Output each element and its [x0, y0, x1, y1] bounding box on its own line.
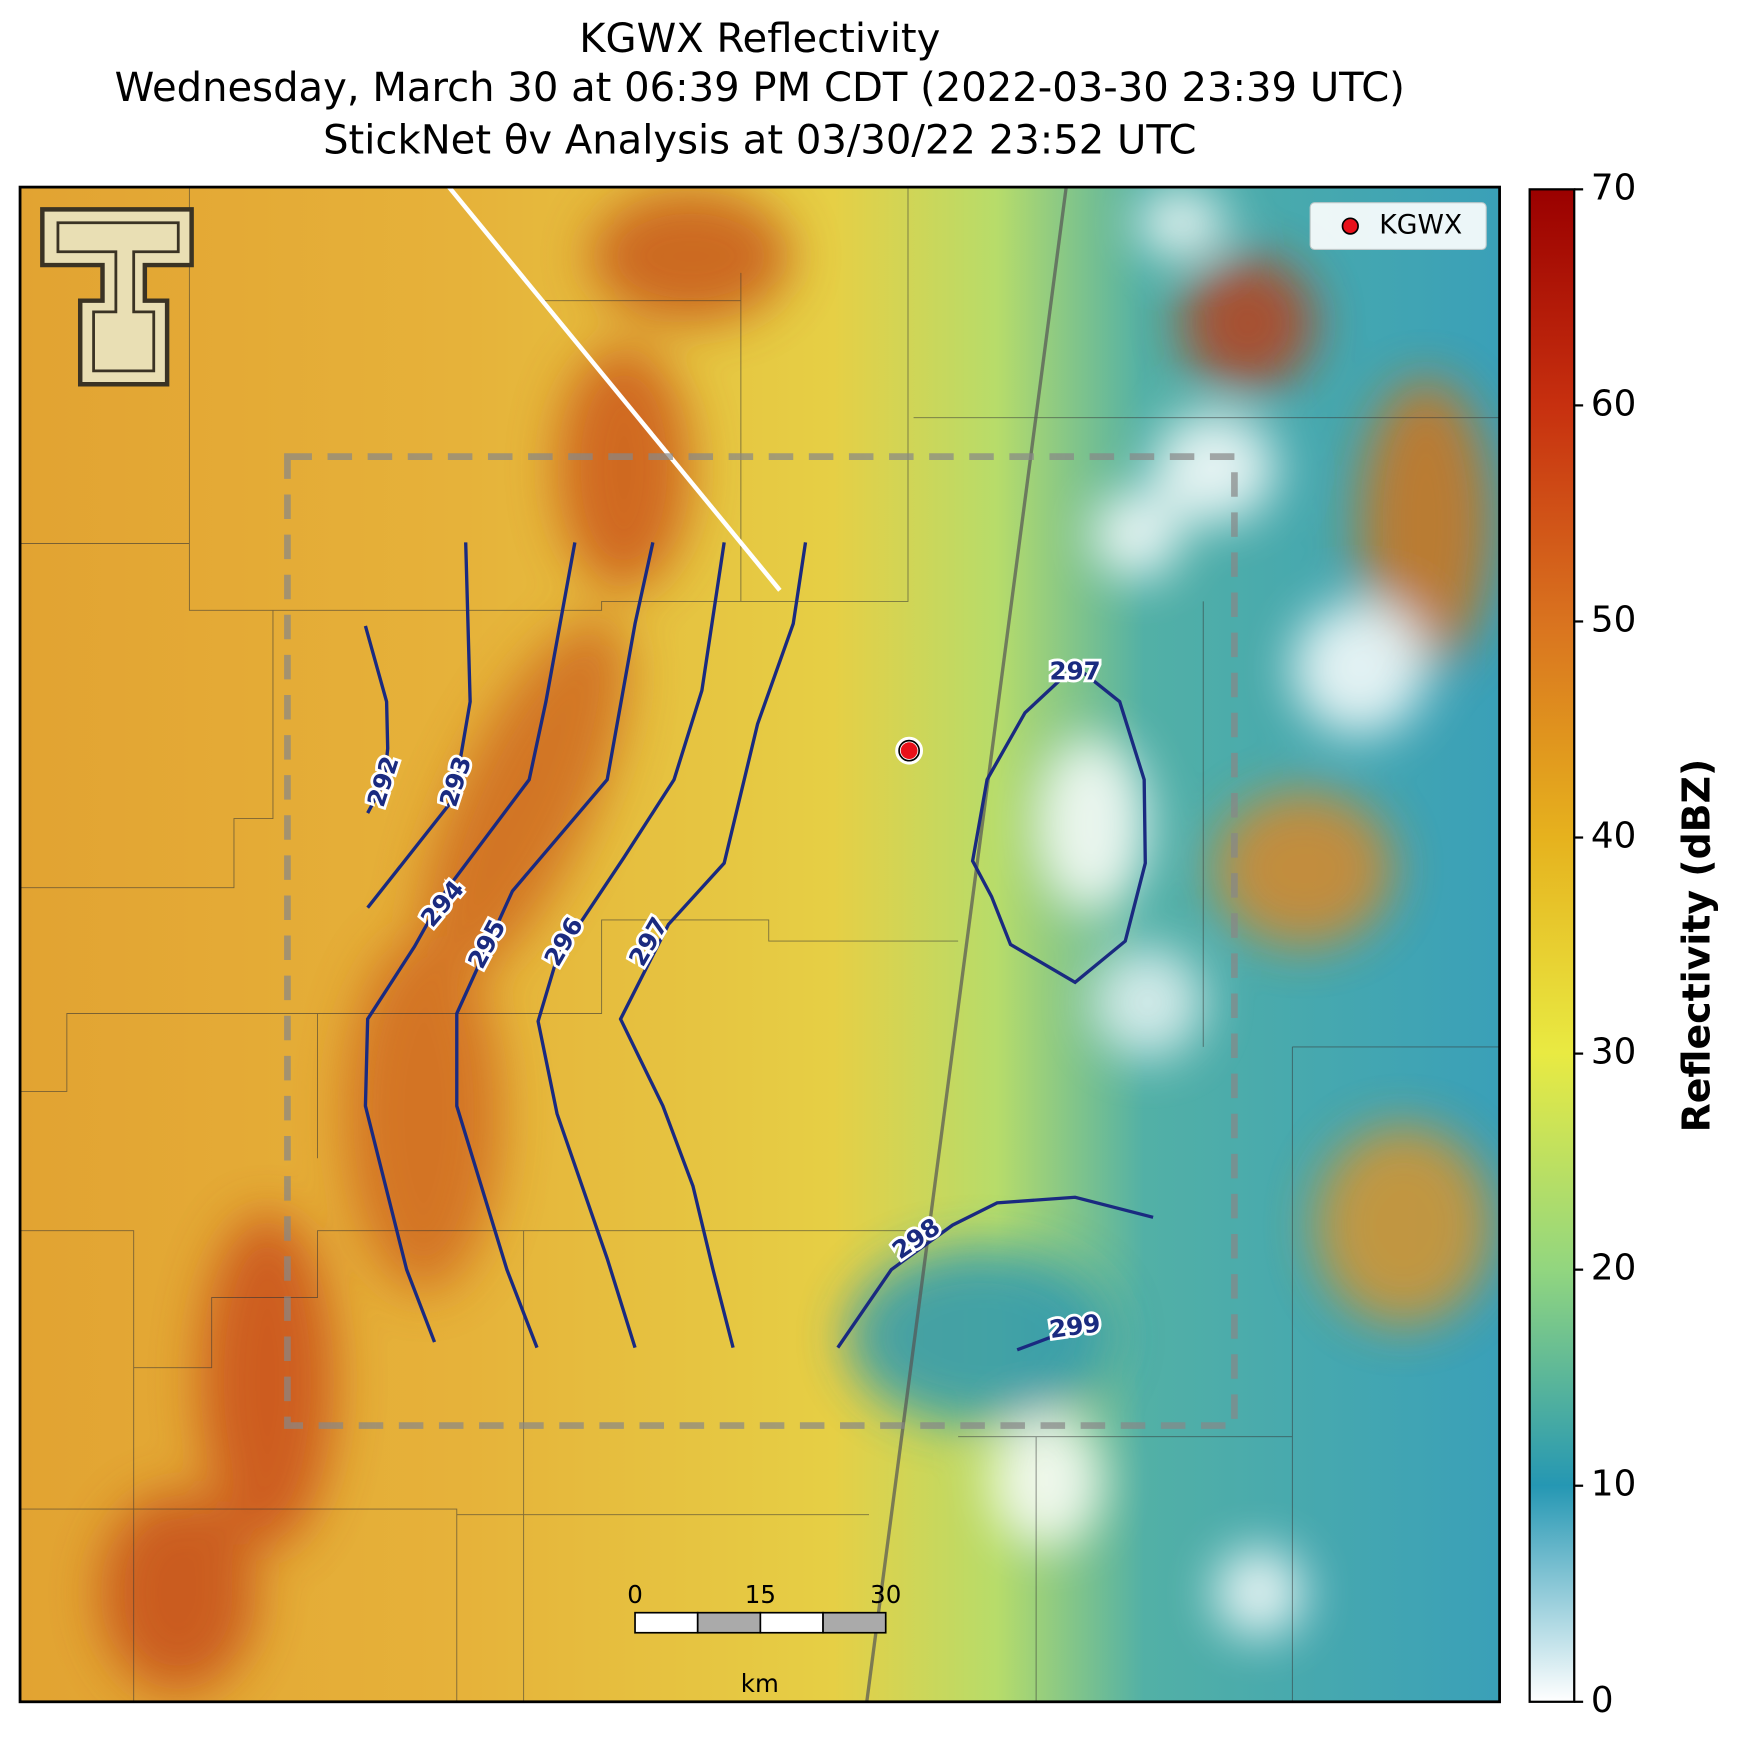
scale-segment: [759, 1611, 824, 1634]
colorbar-tick-label: 0: [1591, 1680, 1614, 1721]
legend-label: KGWX: [1379, 210, 1462, 241]
colorbar-tick-label: 20: [1591, 1248, 1636, 1289]
scale-segment: [696, 1611, 762, 1634]
scale-bar: 0 15 30 km: [627, 1580, 901, 1698]
contour-line: [536, 542, 726, 1349]
contour-line: [836, 1195, 1154, 1349]
contour-line: [970, 664, 1147, 985]
contour-label: 297: [1050, 657, 1101, 686]
colorbar: [1528, 188, 1576, 1703]
title: KGWX Reflectivity: [579, 16, 940, 62]
contour-line: [618, 542, 808, 1349]
colorbar-tick-label: 30: [1591, 1032, 1636, 1073]
colorbar-ticks: 0 10 20 30 40 50 60 70: [1574, 167, 1636, 1721]
radar-site-outline: [898, 739, 920, 762]
scale-tick-label: 15: [745, 1580, 776, 1609]
contour-line: [363, 625, 390, 814]
contour-line: [455, 542, 655, 1349]
radar-site: [895, 736, 924, 765]
colorbar-tick-label: 40: [1591, 816, 1636, 857]
radar-field: [20, 187, 1500, 1702]
scale-unit: km: [741, 1669, 779, 1698]
analysis-title: StickNet θv Analysis at 03/30/22 23:52 U…: [323, 118, 1196, 164]
scale-tick-label: 30: [870, 1580, 901, 1609]
logo: [40, 207, 194, 387]
colorbar-tick-label: 50: [1591, 599, 1636, 640]
legend: KGWX: [1309, 202, 1487, 251]
colorbar-tick-label: 10: [1591, 1464, 1636, 1505]
contour-line: [1016, 1326, 1076, 1352]
contour-line: [366, 542, 472, 909]
scale-segment: [822, 1611, 887, 1634]
colorbar-tick-label: 60: [1591, 383, 1636, 424]
colorbar-label: Reflectivity (dBZ): [1675, 759, 1719, 1133]
map-frame: [18, 185, 1501, 1704]
scale-tick-label: 0: [627, 1580, 643, 1609]
scale-segment: [634, 1611, 699, 1634]
contour-line: [363, 542, 577, 1343]
colorbar-tick-label: 70: [1591, 167, 1636, 208]
subtitle: Wednesday, March 30 at 06:39 PM CDT (202…: [115, 65, 1405, 111]
